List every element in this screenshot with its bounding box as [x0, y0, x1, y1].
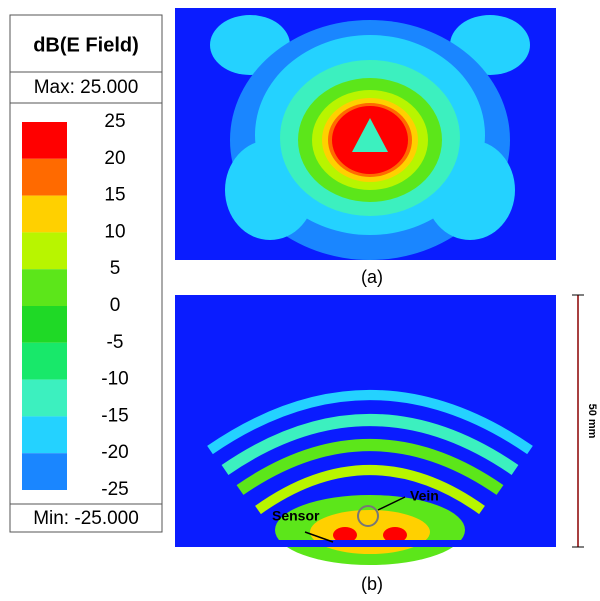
tick-label: 25 [104, 111, 125, 132]
legend-title: dB(E Field) [33, 34, 139, 56]
tick-label: -10 [101, 369, 128, 390]
color-band [22, 232, 67, 270]
panel-label: (a) [361, 267, 383, 287]
arrow [304, 531, 334, 543]
field-plot-a [175, 8, 556, 260]
color-band [22, 269, 67, 306]
scale-label: 50 mm [586, 404, 598, 439]
color-band [22, 342, 67, 380]
color-band [22, 122, 67, 159]
color-band [22, 306, 67, 343]
field-plot-b [175, 295, 556, 565]
annotation: Sensor [272, 508, 320, 524]
tick-label: -15 [101, 405, 128, 426]
arrow [377, 496, 406, 511]
legend-max: Max: 25.000 [34, 77, 139, 98]
tick-label: 0 [110, 295, 121, 316]
annotation: Vein [410, 488, 439, 504]
panel-label: (b) [361, 574, 383, 594]
tick-label: 20 [104, 148, 125, 169]
tick-label: 10 [104, 221, 125, 242]
tick-label: 5 [110, 258, 121, 279]
color-band [22, 379, 67, 417]
color-band [22, 195, 67, 233]
legend-min: Min: -25.000 [33, 508, 139, 529]
tick-label: -5 [107, 332, 124, 353]
color-band [22, 416, 67, 454]
tick-label: 15 [104, 185, 125, 206]
tick-label: -25 [101, 479, 128, 500]
color-band [22, 158, 67, 196]
tick-label: -20 [101, 442, 128, 463]
color-band [22, 453, 67, 490]
